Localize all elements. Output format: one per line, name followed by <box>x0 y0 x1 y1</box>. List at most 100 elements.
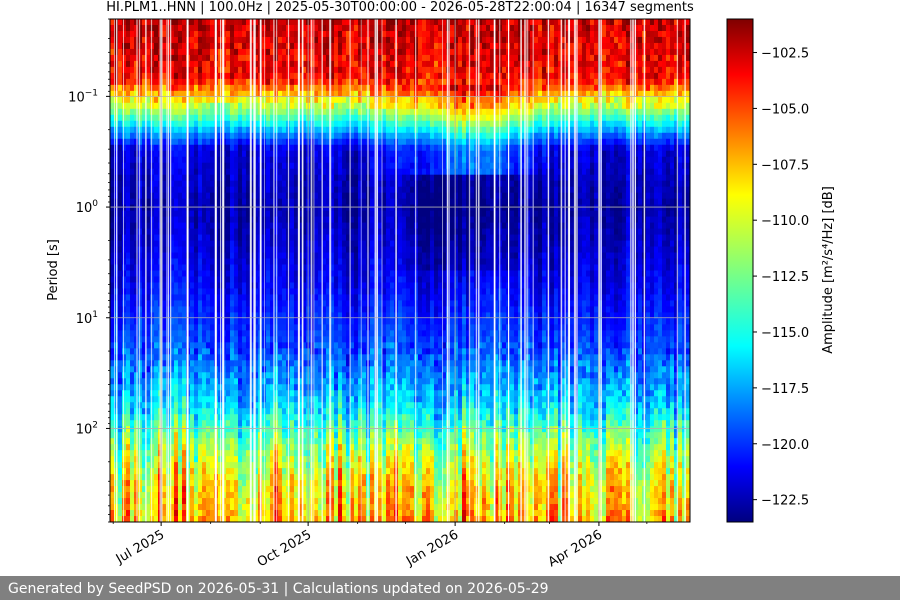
heatmap-cell <box>238 516 243 522</box>
heatmap-cell <box>322 360 327 367</box>
heatmap-cell <box>170 456 175 463</box>
heatmap-cell <box>326 324 331 331</box>
heatmap-cell <box>226 156 231 164</box>
heatmap-cell <box>206 240 211 248</box>
heatmap-cell <box>322 48 327 56</box>
heatmap-cell <box>182 168 187 176</box>
heatmap-cell <box>270 90 275 98</box>
heatmap-cell <box>302 90 307 98</box>
heatmap-cell <box>302 210 307 218</box>
heatmap-cell <box>142 420 147 427</box>
heatmap-cell <box>334 186 339 194</box>
heatmap-cell <box>178 300 183 308</box>
heatmap-cell <box>178 192 183 200</box>
heatmap-cell <box>234 516 239 522</box>
heatmap-cell <box>342 336 347 343</box>
heatmap-cell <box>250 396 255 403</box>
heatmap-cell <box>318 192 323 200</box>
heatmap-cell <box>242 120 247 128</box>
heatmap-cell <box>226 186 231 194</box>
heatmap-cell <box>314 150 319 158</box>
heatmap-cell <box>242 384 247 391</box>
heatmap-cell <box>146 90 151 98</box>
heatmap-cell <box>230 480 235 487</box>
heatmap-cell <box>290 282 295 290</box>
heatmap-cell <box>314 222 319 230</box>
heatmap-cell <box>150 48 155 56</box>
heatmap-cell <box>238 318 243 325</box>
heatmap-cell <box>254 276 259 284</box>
heatmap-cell <box>338 192 343 200</box>
heatmap-cell <box>126 324 131 331</box>
heatmap-cell <box>250 120 255 128</box>
heatmap-cell <box>250 312 255 320</box>
heatmap-cell <box>278 468 283 475</box>
heatmap-cell <box>290 222 295 230</box>
heatmap-cell <box>298 42 303 50</box>
heatmap-cell <box>278 30 283 38</box>
heatmap-cell <box>170 228 175 236</box>
heatmap-cell <box>110 204 115 212</box>
heatmap-cell <box>266 360 271 367</box>
heatmap-cell <box>138 318 143 325</box>
heatmap-cell <box>322 306 327 314</box>
heatmap-cell <box>126 162 131 170</box>
heatmap-cell <box>314 504 319 511</box>
heatmap-cell <box>266 228 271 236</box>
heatmap-cell <box>262 240 267 248</box>
heatmap-cell <box>154 204 159 212</box>
heatmap-cell <box>282 450 287 457</box>
heatmap-cell <box>294 96 299 104</box>
heatmap-cell <box>170 408 175 415</box>
heatmap-cell <box>314 174 319 182</box>
heatmap-cell <box>302 204 307 212</box>
heatmap-cell <box>130 312 135 320</box>
heatmap-cell <box>122 54 127 62</box>
heatmap-cell <box>210 144 215 152</box>
heatmap-cell <box>290 78 295 86</box>
heatmap-cell <box>330 384 335 391</box>
heatmap-cell <box>318 372 323 379</box>
heatmap-cell <box>118 162 123 170</box>
heatmap-cell <box>254 372 259 379</box>
heatmap-cell <box>146 150 151 158</box>
heatmap-cell <box>302 342 307 349</box>
heatmap-cell <box>146 24 151 32</box>
heatmap-cell <box>278 24 283 32</box>
heatmap-cell <box>118 168 123 176</box>
heatmap-cell <box>270 504 275 511</box>
heatmap-cell <box>262 324 267 331</box>
heatmap-cell <box>262 162 267 170</box>
heatmap-cell <box>326 114 331 122</box>
heatmap-cell <box>118 372 123 379</box>
heatmap-cell <box>338 102 343 110</box>
heatmap-cell <box>238 108 243 116</box>
heatmap-cell <box>174 186 179 194</box>
heatmap-cell <box>326 486 331 493</box>
heatmap-cell <box>210 342 215 349</box>
heatmap-cell <box>318 162 323 170</box>
heatmap-cell <box>206 384 211 391</box>
heatmap-cell <box>206 366 211 373</box>
heatmap-cell <box>226 510 231 517</box>
heatmap-cell <box>202 108 207 116</box>
heatmap-cell <box>230 240 235 248</box>
heatmap-cell <box>302 54 307 62</box>
heatmap-cell <box>178 288 183 296</box>
heatmap-cell <box>110 366 115 373</box>
heatmap-cell <box>342 408 347 415</box>
heatmap-cell <box>202 270 207 278</box>
heatmap-cell <box>182 372 187 379</box>
heatmap-cell <box>170 348 175 355</box>
heatmap-cell <box>322 120 327 128</box>
heatmap-cell <box>318 354 323 361</box>
heatmap-cell <box>130 294 135 302</box>
heatmap-cell <box>134 366 139 373</box>
heatmap-cell <box>282 180 287 188</box>
heatmap-cell <box>266 294 271 302</box>
heatmap-cell <box>262 426 267 433</box>
heatmap-cell <box>230 402 235 409</box>
heatmap-cell <box>134 246 139 254</box>
heatmap-cell <box>234 360 239 367</box>
heatmap-cell <box>146 54 151 62</box>
